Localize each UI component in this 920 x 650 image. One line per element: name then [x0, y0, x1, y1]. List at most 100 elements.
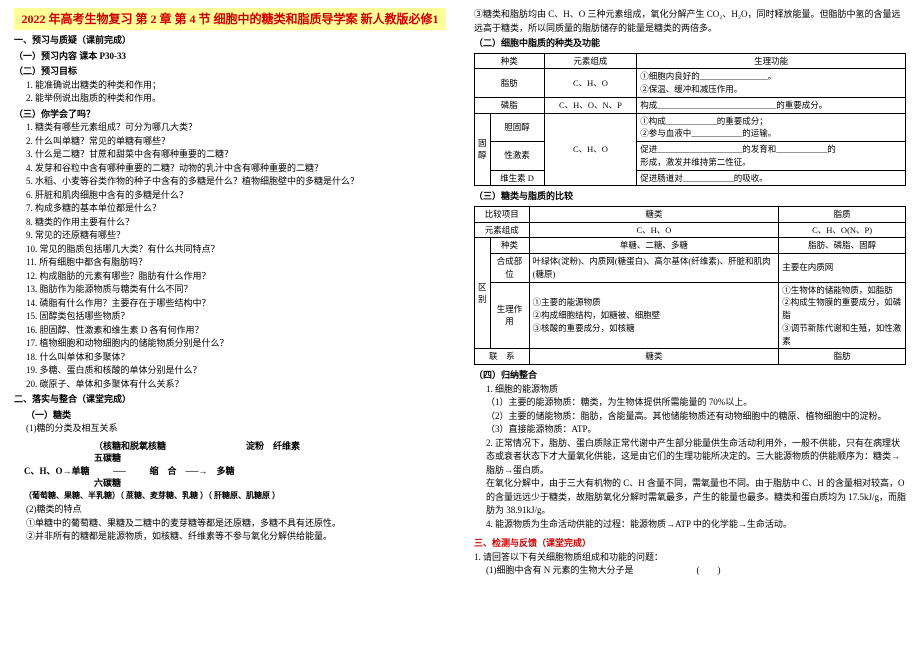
lipid-table: 种类 元素组成 生理功能 脂肪 C、H、O ①细胞内良好的___________… — [474, 53, 906, 187]
tbl2-title: （三）糖类与脂质的比较 — [474, 190, 906, 204]
t1r3c1: 胆固醇 — [490, 113, 544, 142]
feature-2: ②并非所有的糖都是能源物质，如核糖、纤维素等不参与氧化分解供给能量。 — [14, 530, 446, 544]
q6: 6. 肝脏和肌肉细胞中含有的多糖是什么？ — [14, 189, 446, 203]
section-1c: （三）你学会了吗？ — [14, 108, 446, 122]
diag-l3b: 缩 合 — [150, 465, 177, 478]
t1r4c1: 性激素 — [490, 142, 544, 171]
t1r2c3: 构成____________________________的重要成分。 — [637, 97, 906, 113]
t1r3c3a: ①构成____________的重要成分； — [640, 115, 902, 128]
t2e1b: C、H、O(N、P) — [779, 222, 906, 238]
q16: 16. 胆固醇、性激素和维生素 D 各有何作用？ — [14, 324, 446, 338]
q12: 12. 构成脂肪的元素有哪些？脂肪有什么作用？ — [14, 270, 446, 284]
feature-3: ③糖类和脂肪均由 C、H、O 三种元素组成，氧化分解产生 CO₂、H₂O，同时释… — [474, 8, 906, 35]
t2e4b2: ②构成生物膜的重要成分，如磷脂 — [782, 296, 902, 322]
section-2a: （一）糖类 — [14, 409, 446, 423]
section-2a1: (1)糖的分类及相互关系 — [14, 422, 446, 436]
section-1a: （一）预习内容 课本 P30-33 — [14, 50, 446, 64]
left-column: 2022 年高考生物复习 第 2 章 第 4 节 细胞中的糖类和脂质导学案 新人… — [0, 0, 460, 650]
section-2: 二、落实与整合（课堂完成） — [14, 393, 446, 407]
s4b: 2. 正常情况下，脂肪、蛋白质除正常代谢中产生部分能量供生命活动利用外，一般不供… — [474, 437, 906, 478]
t2lx: 联 系 — [475, 349, 530, 365]
t2e4a1: ①主要的能源物质 — [533, 296, 776, 309]
t2e4a: ①主要的能源物质 ②构成细胞结构，如糖被、细胞壁 ③核酸的重要成分，如核糖 — [529, 282, 779, 349]
t2e1: 元素组成 — [475, 222, 530, 238]
s4a3: （3）直接能源物质：ATP。 — [474, 423, 906, 437]
q20: 20. 碳原子、单体和多聚体有什么关系？ — [14, 378, 446, 392]
t2e1a: C、H、O — [529, 222, 779, 238]
t1r1c2: C、H、O — [544, 69, 637, 98]
diag-l1a: （核糖和脱氧核糖 — [94, 440, 166, 453]
diag-l3a: C、H、O→单糖 — [24, 465, 90, 478]
diag-l1b: 淀粉 纤维素 — [246, 440, 300, 453]
compare-table: 比较项目 糖类 脂质 元素组成 C、H、O C、H、O(N、P) 区别 种类 单… — [474, 206, 906, 365]
t1h2: 元素组成 — [544, 53, 637, 69]
q9: 9. 常见的还原糖有哪些？ — [14, 229, 446, 243]
t2e2a: 单糖、二糖、多糖 — [529, 238, 779, 254]
t1r3c3: ①构成____________的重要成分； ②参与血液中____________… — [637, 113, 906, 142]
diag-l5: （葡萄糖、果糖、半乳糖）（ 蔗糖、麦芽糖、乳糖 ）（ 肝糖原、肌糖原 ） — [24, 490, 280, 501]
diag-l4: 六碳糖 — [94, 477, 121, 490]
q2: 2. 什么叫单糖？常见的单糖有哪些？ — [14, 135, 446, 149]
section-1: 一、预习与质疑（课前完成） — [14, 34, 446, 48]
tbl1-title: （二）细胞中脂质的种类及功能 — [474, 37, 906, 51]
t2e4b: ①生物体的储能物质，如脂肪 ②构成生物膜的重要成分，如磷脂 ③调节新陈代谢和生殖… — [779, 282, 906, 349]
t2e4a3: ③核酸的重要成分，如核糖 — [533, 322, 776, 335]
q4: 4. 发芽和谷粒中含有哪种重要的二糖？动物的乳汁中含有哪种重要的二糖？ — [14, 162, 446, 176]
section-1b: （二）预习目标 — [14, 65, 446, 79]
t2lxa: 糖类 — [529, 349, 779, 365]
right-column: ③糖类和脂肪均由 C、H、O 三种元素组成，氧化分解产生 CO₂、H₂O，同时释… — [460, 0, 920, 650]
t2e4b1: ①生物体的储能物质，如脂肪 — [782, 284, 902, 297]
q3: 3. 什么是二糖？甘蔗和甜菜中含有哪种重要的二糖？ — [14, 148, 446, 162]
t2e4: 生理作用 — [490, 282, 529, 349]
s4a1: （1）主要的能源物质：糖类，为生物体提供所需能量的 70%以上。 — [474, 396, 906, 410]
t1r4c3b: 形成，激发并维持第二性征。 — [640, 156, 902, 169]
t2h2: 糖类 — [529, 206, 779, 222]
goal-2: 2. 能举例说出脂质的种类和作用。 — [14, 92, 446, 106]
t2e3: 合成部位 — [490, 254, 529, 283]
t1r1c3: ①细胞内良好的________________。 ②保温、缓冲和减压作用。 — [637, 69, 906, 98]
s4d: 4. 能源物质为生命活动供能的过程：能源物质→ATP 中的化学能→生命活动。 — [474, 518, 906, 532]
t1r5c3: 促进肠道对____________的吸收。 — [637, 170, 906, 186]
t2h3: 脂质 — [779, 206, 906, 222]
s4a2: （2）主要的储能物质：脂肪，含能量高。其他储能物质还有动物细胞中的糖原、植物细胞… — [474, 410, 906, 424]
t2lxb: 脂肪 — [779, 349, 906, 365]
goal-1: 1. 能准确说出糖类的种类和作用； — [14, 79, 446, 93]
q14: 14. 磷脂有什么作用？主要存在于哪些结构中？ — [14, 297, 446, 311]
diag-l3c: 多糖 — [217, 465, 235, 478]
section-4: （四）归纳整合 — [474, 369, 906, 383]
t2e3b: 主要在内质网 — [779, 254, 906, 283]
section-3: 三、检测与反馈（课堂完成） — [474, 537, 906, 551]
t1r1c3a: ①细胞内良好的________________。 — [640, 70, 902, 83]
t1r2c1: 磷脂 — [475, 97, 545, 113]
q10: 10. 常见的脂质包括哪几大类？有什么共同特点？ — [14, 243, 446, 257]
feature-1: ①单糖中的葡萄糖、果糖及二糖中的麦芽糖等都是还原糖，多糖不具有还原性。 — [14, 517, 446, 531]
s4a: 1. 细胞的能源物质 — [474, 383, 906, 397]
t2e3a: 叶绿体(淀粉)、内质网(糖蛋白)、高尔基体(纤维素)、肝脏和肌肉(糖原) — [529, 254, 779, 283]
t2h1: 比较项目 — [475, 206, 530, 222]
t1h3: 生理功能 — [637, 53, 906, 69]
q8: 8. 糖类的作用主要有什么？ — [14, 216, 446, 230]
q13: 13. 脂肪作为能源物质与糖类有什么不同？ — [14, 283, 446, 297]
q17: 17. 植物细胞和动物细胞内的储能物质分别是什么？ — [14, 337, 446, 351]
q15: 15. 固醇类包括哪些物质？ — [14, 310, 446, 324]
t2e4a2: ②构成细胞结构，如糖被、细胞壁 — [533, 309, 776, 322]
q7: 7. 构成多糖的基本单位都是什么？ — [14, 202, 446, 216]
t1r3c3b: ②参与血液中____________的运输。 — [640, 127, 902, 140]
t2qb: 区别 — [475, 238, 491, 349]
s3a1: (1)细胞中含有 N 元素的生物大分子是 ( ) — [474, 564, 906, 578]
t2e2b: 脂肪、磷脂、固醇 — [779, 238, 906, 254]
q19: 19. 多糖、蛋白质和核酸的单体分别是什么？ — [14, 364, 446, 378]
diag-l2: 五碳糖 — [94, 452, 121, 465]
s3a: 1. 请回答以下有关细胞物质组成和功能的问题： — [474, 551, 906, 565]
t1r4c3: 促进____________________的发育和____________的 … — [637, 142, 906, 171]
t1h1: 种类 — [475, 53, 545, 69]
s4c: 在氧化分解中，由于三大有机物的 C、H 含量不同，需氧量也不同。由于脂肪中 C、… — [474, 477, 906, 518]
t1r3g: 固醇 — [475, 113, 491, 186]
t1r5c1: 维生素 D — [490, 170, 544, 186]
t1r1c3b: ②保温、缓冲和减压作用。 — [640, 83, 902, 96]
t2e4b3: ③调节新陈代谢和生殖，如性激素 — [782, 322, 902, 348]
q11: 11. 所有细胞中都含有脂肪吗？ — [14, 256, 446, 270]
q1: 1. 糖类有哪些元素组成？可分为哪几大类？ — [14, 121, 446, 135]
q5: 5. 水稻、小麦等谷类作物的种子中含有的多糖是什么？植物细胞壁中的多糖是什么？ — [14, 175, 446, 189]
t1r1c1: 脂肪 — [475, 69, 545, 98]
